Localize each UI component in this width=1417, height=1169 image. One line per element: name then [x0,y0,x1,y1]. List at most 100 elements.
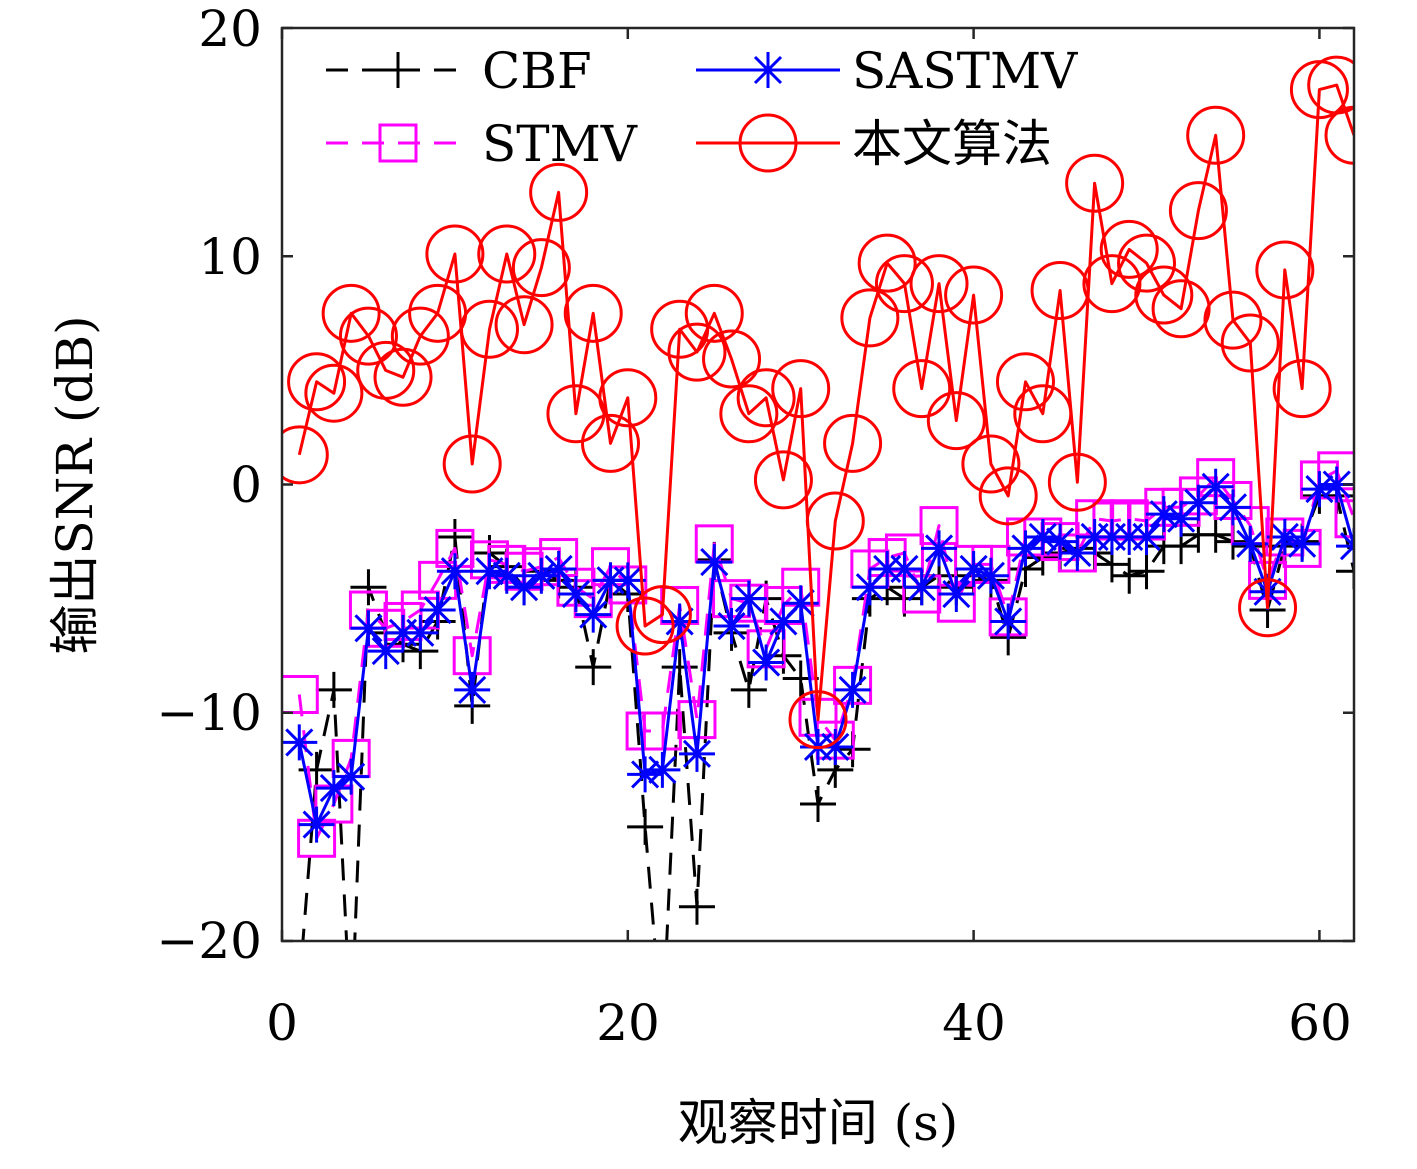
data-point [1117,233,1177,293]
data-point [817,728,854,765]
data-point [315,671,352,708]
legend-label-proposed: 本文算法 [852,115,1052,173]
data-point [454,671,491,708]
legend-entry-proposed: 本文算法 [696,113,1052,173]
data-point [886,550,923,587]
data-point [1334,499,1354,539]
x-tick-label: 20 [596,994,660,1052]
data-point [436,553,473,590]
data-point [1336,553,1354,590]
data-point [995,352,1055,412]
data-point [1128,518,1165,555]
ticks-layer [280,26,1354,943]
series-line-stmv [297,469,1354,840]
data-point [857,233,917,293]
data-point [333,758,370,795]
data-point [972,557,1009,594]
legend-entry-sastmv: SASTMV [696,42,1078,100]
series-line-proposed [297,83,1354,722]
data-point [1007,530,1044,567]
legend-entry-cbf: CBF [326,42,592,100]
data-point [650,299,710,359]
data-point [1168,181,1228,241]
y-tick-label: 0 [230,456,262,514]
data-point [511,238,571,298]
data-point [892,359,952,419]
data-point [661,603,698,640]
legend-label-cbf: CBF [482,42,592,100]
data-point [425,224,485,284]
y-tick-label: 20 [198,0,262,58]
data-point [753,450,813,510]
x-tick-label: 40 [942,994,1006,1052]
data-point [1024,518,1061,555]
data-point [598,368,658,428]
data-point [575,649,612,686]
data-point [1318,466,1354,503]
data-point [1013,384,1073,444]
data-point [632,585,692,645]
data-point [321,283,381,343]
y-tick-label: −10 [156,684,262,742]
series-layer [282,55,1354,1050]
legend: CBF SASTMV STMV 本文算法 [326,42,1078,173]
data-point [903,569,940,606]
data-point [471,553,508,590]
data-point [1151,279,1211,339]
y-tick-label: 10 [198,228,262,286]
data-point [1197,516,1234,553]
data-point [557,576,594,613]
data-point [563,283,623,343]
data-point [800,786,836,823]
data-point [1284,525,1321,562]
data-point [627,756,664,793]
data-point [338,306,398,366]
x-axis-title: 观察时间 (s) [678,1094,959,1152]
legend-marker-proposed [738,113,798,173]
data-point [1030,260,1090,320]
x-tick-label: 0 [266,994,298,1052]
data-point [1255,240,1315,300]
data-point [506,569,543,606]
data-point [1214,489,1251,526]
data-point [1186,105,1246,165]
data-point [1145,496,1182,533]
data-point [1111,557,1148,594]
data-point [477,224,537,284]
data-point [771,359,831,419]
data-point [540,550,577,587]
data-point [926,391,986,451]
y-tick-label: −20 [156,912,262,970]
data-point [287,352,347,412]
data-point [782,585,819,622]
data-point [955,550,992,587]
x-tick-label: 60 [1288,994,1352,1052]
data-point [1324,105,1354,165]
data-point [874,254,934,314]
data-point [1134,265,1194,325]
data-point [1220,313,1280,373]
data-point [442,434,502,494]
data-point [1180,484,1217,521]
data-point [678,888,715,925]
data-point [373,347,433,407]
legend-label-stmv: STMV [482,115,638,173]
data-point [627,808,664,845]
data-point [581,413,641,473]
data-point [823,413,883,473]
data-point [805,491,865,551]
data-point [1128,553,1165,590]
data-point [402,614,439,651]
data-point [713,608,750,645]
data-point [529,162,589,222]
data-point [730,671,767,708]
data-point [1163,500,1200,537]
data-point [1232,525,1269,562]
data-point [367,633,404,670]
data-point [575,596,612,633]
data-point [1047,452,1107,512]
data-point [333,1014,369,1050]
data-point [1301,471,1338,508]
data-point [684,283,744,343]
